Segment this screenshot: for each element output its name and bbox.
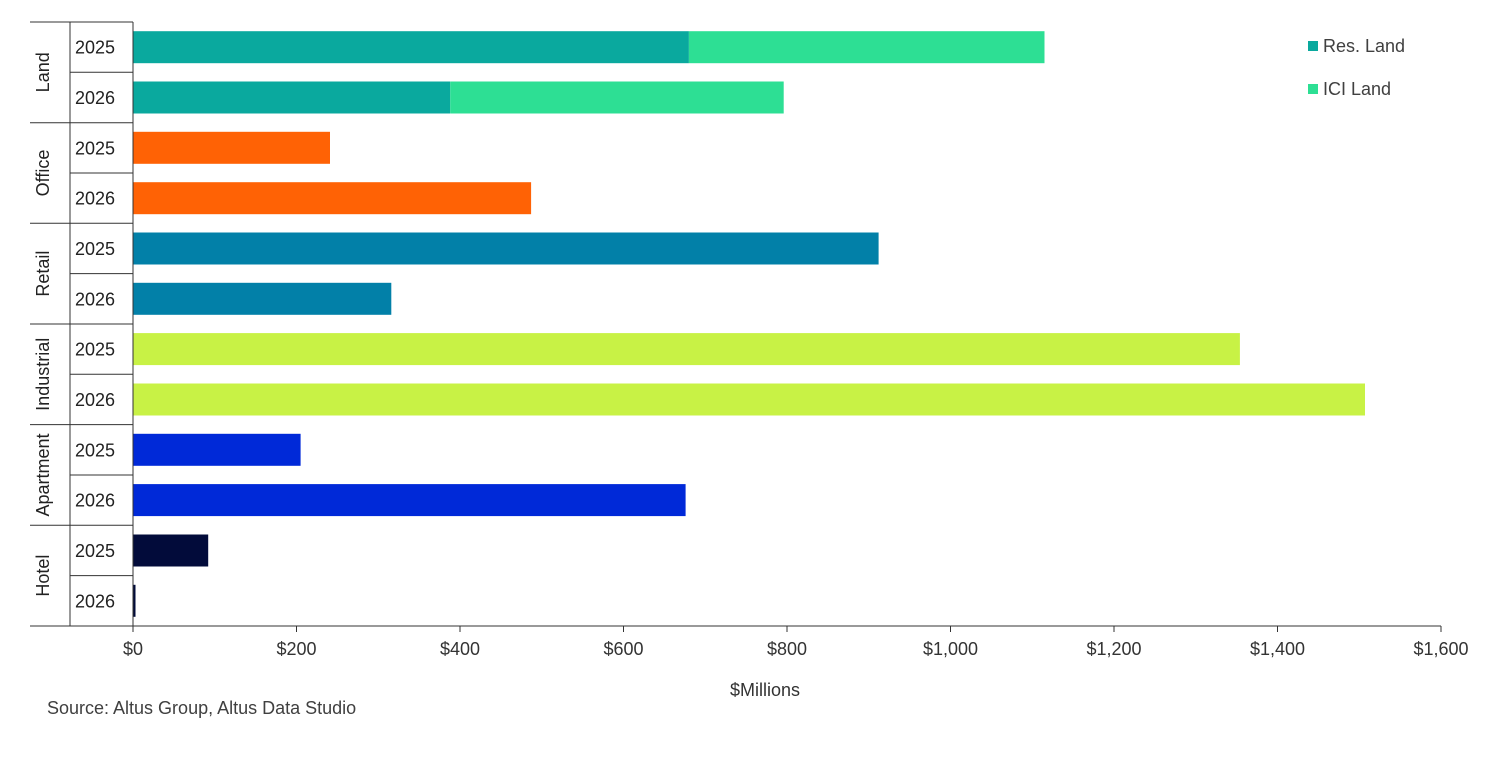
bar-hotel-2025-seg0 xyxy=(133,534,209,567)
bar-retail-2025-seg0 xyxy=(133,232,879,265)
bars-layer xyxy=(133,31,1365,617)
x-tick-label: $1,200 xyxy=(1086,639,1141,659)
legend-swatch-1 xyxy=(1308,84,1318,94)
x-tick-label: $1,600 xyxy=(1413,639,1468,659)
x-axis-title: $Millions xyxy=(730,680,800,700)
bar-land-2025-seg1 xyxy=(688,31,1045,64)
x-tick-label: $400 xyxy=(440,639,480,659)
year-label: 2025 xyxy=(75,138,115,158)
legend-label-1: ICI Land xyxy=(1323,79,1391,99)
group-label-land: Land xyxy=(33,52,53,92)
year-label: 2026 xyxy=(75,491,115,511)
year-label: 2026 xyxy=(75,88,115,108)
legend: Res. Land ICI Land xyxy=(1308,36,1405,99)
x-tick-label: $800 xyxy=(767,639,807,659)
year-label: 2026 xyxy=(75,390,115,410)
year-label: 2025 xyxy=(75,440,115,460)
bar-apartment-2025-seg0 xyxy=(133,433,301,466)
year-label: 2025 xyxy=(75,38,115,58)
x-tick-label: $600 xyxy=(603,639,643,659)
bar-office-2025-seg0 xyxy=(133,131,330,164)
legend-label-0: Res. Land xyxy=(1323,36,1405,56)
year-label: 2026 xyxy=(75,591,115,611)
group-label-retail: Retail xyxy=(33,251,53,297)
year-label: 2025 xyxy=(75,340,115,360)
bar-land-2026-seg1 xyxy=(450,81,784,114)
year-label: 2025 xyxy=(75,541,115,561)
legend-swatch-0 xyxy=(1308,41,1318,51)
year-label: 2026 xyxy=(75,289,115,309)
axes-layer: $0 $200 $400 $600 $800 $1,000 $1,200 $1,400 $1,6… xyxy=(30,21,1469,659)
bar-retail-2026-seg0 xyxy=(133,282,392,315)
x-tick-label: $1,000 xyxy=(923,639,978,659)
year-label: 2025 xyxy=(75,239,115,259)
category-labels-layer: 2025 2026 Land 2025 2026 Office 2025 2026 Retail… xyxy=(33,38,115,612)
bar-office-2026-seg0 xyxy=(133,182,532,215)
bar-industrial-2026-seg0 xyxy=(133,383,1365,416)
bar-hotel-2026-seg0 xyxy=(133,584,136,617)
bar-industrial-2025-seg0 xyxy=(133,333,1240,366)
bar-apartment-2026-seg0 xyxy=(133,484,686,517)
bar-land-2026-seg0 xyxy=(133,81,451,114)
x-tick-label: $200 xyxy=(276,639,316,659)
bar-land-2025-seg0 xyxy=(133,31,689,64)
group-label-apartment: Apartment xyxy=(33,433,53,516)
source-note: Source: Altus Group, Altus Data Studio xyxy=(47,698,356,718)
year-label: 2026 xyxy=(75,189,115,209)
x-tick-label: $0 xyxy=(123,639,143,659)
group-label-industrial: Industrial xyxy=(33,338,53,411)
group-label-hotel: Hotel xyxy=(33,555,53,597)
x-tick-label: $1,400 xyxy=(1250,639,1305,659)
group-label-office: Office xyxy=(33,150,53,197)
